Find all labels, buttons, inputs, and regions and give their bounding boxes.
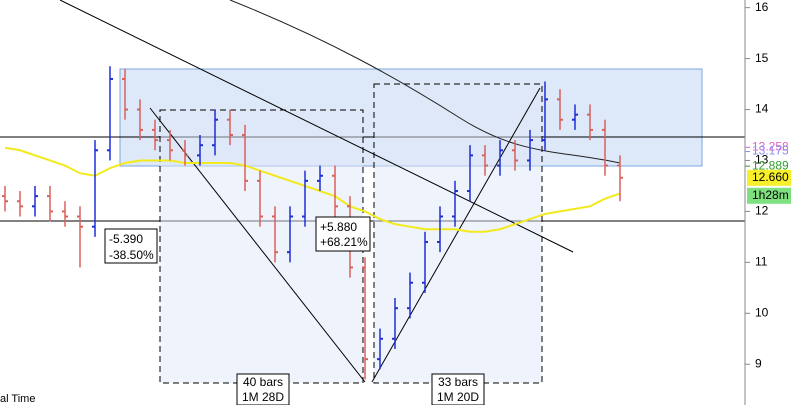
countdown-box [747,187,791,204]
moving-average [4,146,621,233]
y-tick-label: 13 [755,153,769,167]
y-tick-label: 10 [755,305,769,319]
y-tick-label: 11 [755,255,768,269]
measure-change: -5.390 [109,232,143,246]
y-tick-label: 15 [755,51,769,65]
y-tick-label: 9 [755,356,762,370]
label-box [315,216,371,252]
label-box [104,228,158,264]
countdown: 1h28m [752,188,789,202]
time-span: 1M 20D [437,390,479,404]
price-marker-label: 13.258 [752,140,789,154]
long-average [229,0,621,164]
bar-count: 33 bars [438,375,478,389]
measure-percent: -38.50% [109,248,154,262]
price-marker-box [747,169,791,186]
price-marker-label: 12.660 [752,170,789,184]
price-marker-label: 13.175 [752,144,789,158]
measure-change: +5.880 [320,220,357,234]
trend-line [149,107,366,383]
bar-count: 40 bars [243,375,283,389]
trend-line [371,87,541,383]
label-box [431,373,485,405]
measure-percent: +68.21% [320,235,368,249]
label-box [236,373,290,405]
price-marker-label: 12.889 [752,158,789,172]
y-tick-label: 12 [755,204,769,218]
time-span: 1M 28D [242,390,284,404]
y-tick-label: 14 [755,102,769,116]
plot [2,66,623,380]
corner-text: al Time [0,393,35,405]
trend-line [59,0,574,253]
y-tick-label: 16 [755,0,769,14]
